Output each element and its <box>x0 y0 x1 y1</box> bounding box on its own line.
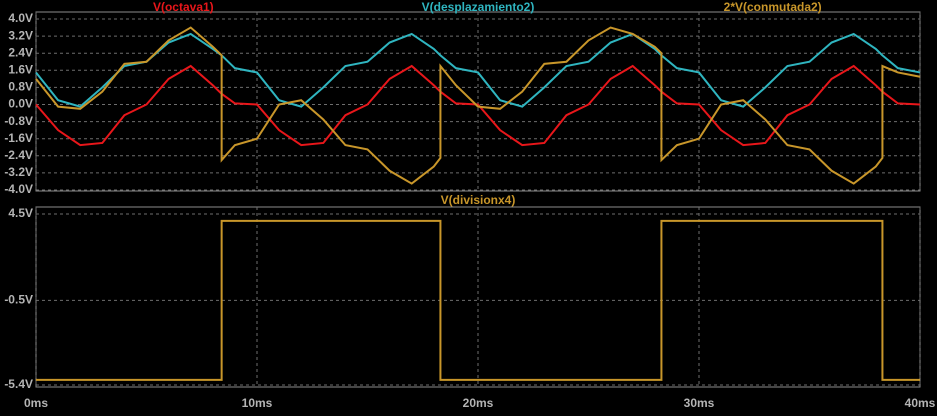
x-tick-label: 40ms <box>905 396 936 410</box>
y-tick-label: -3.2V <box>4 165 33 179</box>
y-tick-label: -2.4V <box>4 148 33 162</box>
legend-label: 2*V(conmutada2) <box>724 0 822 14</box>
series-line <box>35 32 921 108</box>
y-tick-label: -5.4V <box>4 377 33 391</box>
legend-label: V(octava1) <box>153 0 214 14</box>
y-tick-label: 2.4V <box>8 45 33 59</box>
x-tick-label: 0ms <box>24 396 48 410</box>
legend-label: V(desplazamiento2) <box>422 0 535 14</box>
y-tick-label: 3.2V <box>8 28 33 42</box>
y-tick-label: 4.5V <box>8 206 33 220</box>
y-tick-label: 0.0V <box>8 97 33 111</box>
y-tick-label: -1.6V <box>4 131 33 145</box>
y-tick-label: 4.0V <box>8 11 33 25</box>
series-line <box>35 26 921 185</box>
x-tick-label: 30ms <box>684 396 715 410</box>
y-tick-label: 1.6V <box>8 62 33 76</box>
series-line <box>35 64 921 147</box>
y-tick-label: -0.8V <box>4 114 33 128</box>
y-tick-label: -4.0V <box>4 182 33 196</box>
legend-label: V(divisionx4) <box>441 193 516 207</box>
y-tick-label: -0.5V <box>4 293 33 307</box>
y-tick-label: 0.8V <box>8 80 33 94</box>
x-tick-label: 20ms <box>463 396 494 410</box>
x-tick-label: 10ms <box>242 396 273 410</box>
series-line <box>36 219 920 381</box>
